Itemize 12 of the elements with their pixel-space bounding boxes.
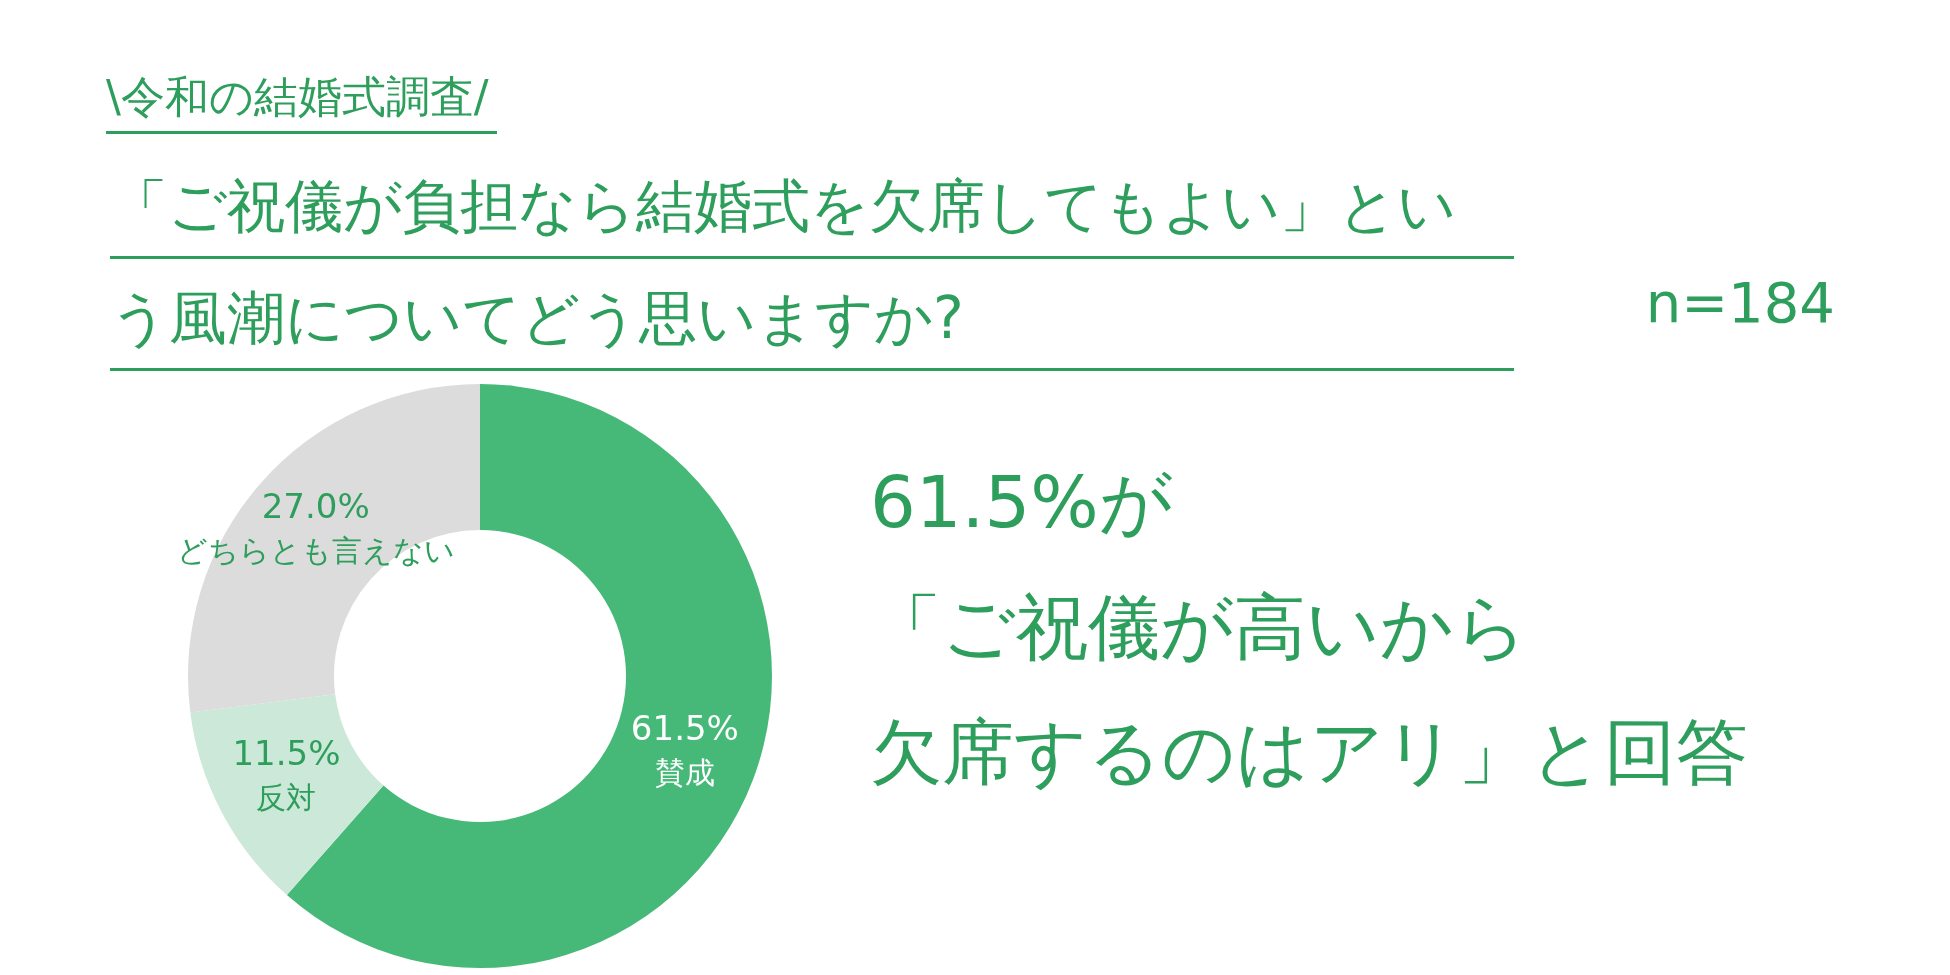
slice-label: 反対 [256, 780, 317, 816]
chart-subtitle: \令和の結婚式調査/ [106, 68, 497, 134]
text: 「ご祝儀が高いから [870, 584, 1529, 671]
data-label: 61.5% [630, 708, 739, 749]
text: 61.5%が [870, 459, 1174, 546]
text: 欠席するのはアリ」と回答 [870, 709, 1748, 796]
data-label: 27.0% [261, 486, 370, 526]
chart-title: 「ご祝儀が負担なら結婚式を欠席してもよい」という風潮についてどう思いますか? [110, 150, 1514, 374]
slice-label: 賛成 [654, 755, 715, 791]
slice-label: どちらとも言えない [176, 532, 455, 568]
data-label: 11.5% [232, 733, 341, 774]
text: n=184 [1645, 270, 1835, 335]
